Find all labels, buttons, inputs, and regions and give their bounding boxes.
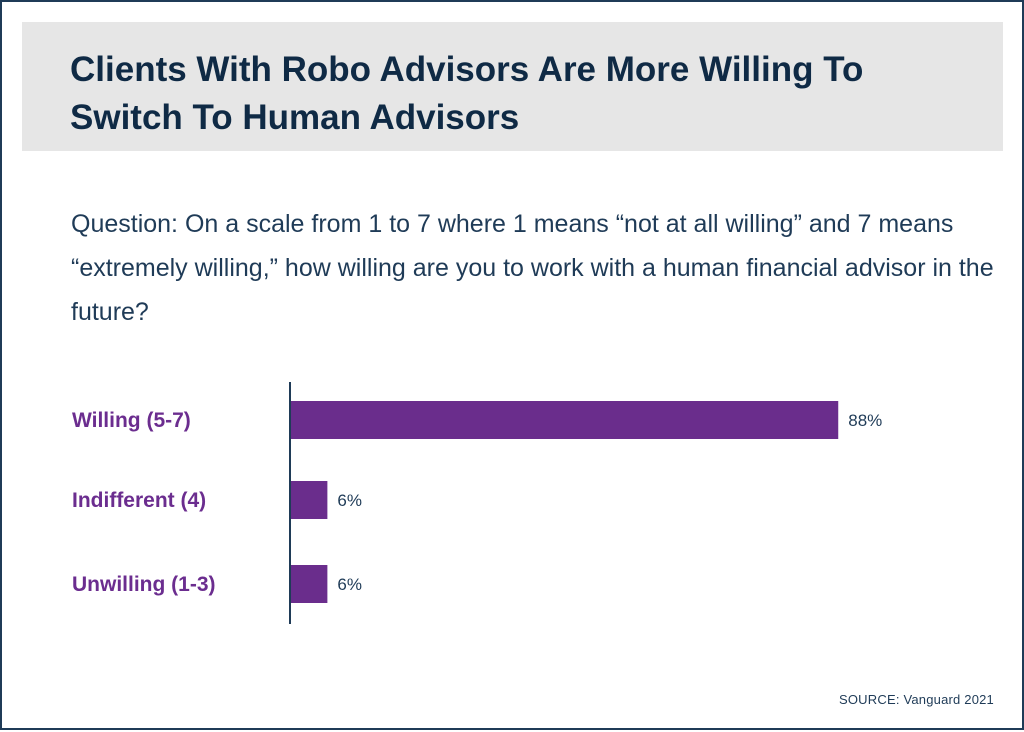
category-label: Indifferent (4) [72,489,206,512]
value-label: 88% [848,411,882,430]
source-note: SOURCE: Vanguard 2021 [839,692,994,707]
value-label: 6% [337,575,362,594]
bar-1 [290,481,328,519]
category-label: Willing (5-7) [72,409,191,432]
title-band: Clients With Robo Advisors Are More Will… [22,22,1003,151]
bar-0 [290,401,839,439]
value-label: 6% [337,491,362,510]
bar-2 [290,565,328,603]
category-label: Unwilling (1-3) [72,573,216,596]
chart-title: Clients With Robo Advisors Are More Will… [70,50,864,137]
survey-question: Question: On a scale from 1 to 7 where 1… [71,210,994,326]
